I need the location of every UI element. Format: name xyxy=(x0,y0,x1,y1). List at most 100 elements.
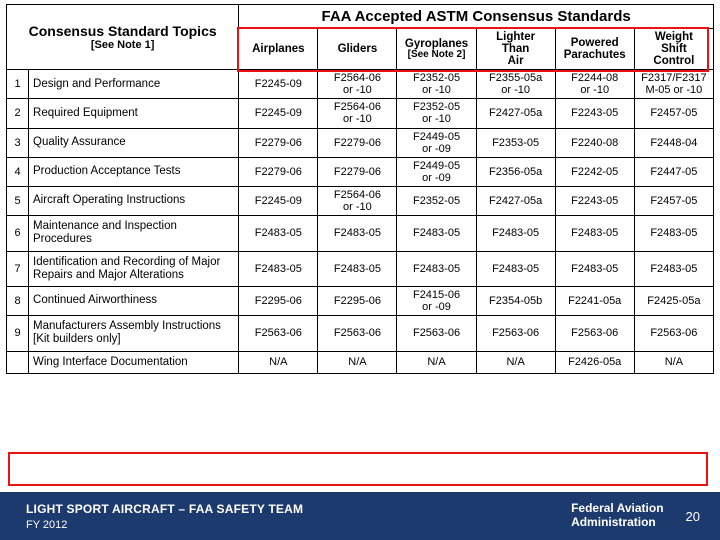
standards-table: Consensus Standard Topics [See Note 1] F… xyxy=(6,4,714,374)
table-row: Wing Interface DocumentationN/AN/AN/AN/A… xyxy=(7,351,714,373)
cell: F2427-05a xyxy=(476,99,555,128)
cell: F2563-06 xyxy=(239,316,318,351)
cell: F2352-05 xyxy=(397,186,476,215)
cell: F2352-05or -10 xyxy=(397,70,476,99)
cell: F2483-05 xyxy=(634,216,713,251)
cell: F2483-05 xyxy=(318,216,397,251)
footer-title: LIGHT SPORT AIRCRAFT – FAA SAFETY TEAM xyxy=(26,502,571,516)
col-hdr-5: WeightShiftControl xyxy=(634,29,713,70)
table-row: 1Design and PerformanceF2245-09F2564-06o… xyxy=(7,70,714,99)
cell: F2563-06 xyxy=(634,316,713,351)
row-topic: Aircraft Operating Instructions xyxy=(29,186,239,215)
cell: F2449-05or -09 xyxy=(397,157,476,186)
col-hdr-2: Gyroplanes[See Note 2] xyxy=(397,29,476,70)
col-hdr-3: LighterThanAir xyxy=(476,29,555,70)
topic-header-note: [See Note 1] xyxy=(9,39,236,52)
cell: F2245-09 xyxy=(239,186,318,215)
table-row: 7Identification and Recording of Major R… xyxy=(7,251,714,286)
table-body: 1Design and PerformanceF2245-09F2564-06o… xyxy=(7,70,714,374)
row-topic: Wing Interface Documentation xyxy=(29,351,239,373)
cell: F2355-05aor -10 xyxy=(476,70,555,99)
cell: F2240-08 xyxy=(555,128,634,157)
cell: F2279-06 xyxy=(318,128,397,157)
cell: F2564-06or -10 xyxy=(318,70,397,99)
cell: F2483-05 xyxy=(239,216,318,251)
cell: F2483-05 xyxy=(555,251,634,286)
cell: F2242-05 xyxy=(555,157,634,186)
cell: F2483-05 xyxy=(397,216,476,251)
table-row: 6Maintenance and Inspection ProceduresF2… xyxy=(7,216,714,251)
row-num xyxy=(7,351,29,373)
row-num: 3 xyxy=(7,128,29,157)
table-row: 9Manufacturers Assembly Instructions [Ki… xyxy=(7,316,714,351)
cell: F2317/F2317M-05 or -10 xyxy=(634,70,713,99)
cell: F2243-05 xyxy=(555,99,634,128)
cell: N/A xyxy=(476,351,555,373)
table-row: 2Required EquipmentF2245-09F2564-06or -1… xyxy=(7,99,714,128)
cell: F2426-05a xyxy=(555,351,634,373)
cell: F2245-09 xyxy=(239,99,318,128)
row-topic: Manufacturers Assembly Instructions [Kit… xyxy=(29,316,239,351)
cell: F2353-05 xyxy=(476,128,555,157)
super-header: FAA Accepted ASTM Consensus Standards xyxy=(239,5,714,29)
topic-header: Consensus Standard Topics [See Note 1] xyxy=(7,5,239,70)
cell: F2295-06 xyxy=(239,287,318,316)
row-num: 8 xyxy=(7,287,29,316)
cell: F2563-06 xyxy=(397,316,476,351)
row-topic: Continued Airworthiness xyxy=(29,287,239,316)
cell: F2425-05a xyxy=(634,287,713,316)
row-num: 1 xyxy=(7,70,29,99)
col-hdr-0: Airplanes xyxy=(239,29,318,70)
cell: N/A xyxy=(634,351,713,373)
row-topic: Production Acceptance Tests xyxy=(29,157,239,186)
row-topic: Design and Performance xyxy=(29,70,239,99)
cell: N/A xyxy=(318,351,397,373)
cell: F2447-05 xyxy=(634,157,713,186)
cell: F2279-06 xyxy=(239,157,318,186)
footer-fy: FY 2012 xyxy=(26,519,571,531)
footer-page: 20 xyxy=(686,509,700,524)
cell: N/A xyxy=(397,351,476,373)
cell: F2564-06or -10 xyxy=(318,99,397,128)
col-hdr-4: PoweredParachutes xyxy=(555,29,634,70)
cell: F2356-05a xyxy=(476,157,555,186)
cell: F2241-05a xyxy=(555,287,634,316)
cell: N/A xyxy=(239,351,318,373)
cell: F2415-06or -09 xyxy=(397,287,476,316)
table-row: 5Aircraft Operating InstructionsF2245-09… xyxy=(7,186,714,215)
cell: F2563-06 xyxy=(476,316,555,351)
footer-agency: Federal AviationAdministration xyxy=(571,502,663,530)
cell: F2457-05 xyxy=(634,186,713,215)
cell: F2483-05 xyxy=(476,216,555,251)
row-topic: Required Equipment xyxy=(29,99,239,128)
cell: F2279-06 xyxy=(318,157,397,186)
cell: F2483-05 xyxy=(555,216,634,251)
table-row: 4Production Acceptance TestsF2279-06F227… xyxy=(7,157,714,186)
row-num: 9 xyxy=(7,316,29,351)
cell: F2243-05 xyxy=(555,186,634,215)
cell: F2483-05 xyxy=(239,251,318,286)
cell: F2354-05b xyxy=(476,287,555,316)
cell: F2427-05a xyxy=(476,186,555,215)
row-topic: Identification and Recording of Major Re… xyxy=(29,251,239,286)
cell: F2448-04 xyxy=(634,128,713,157)
row-num: 6 xyxy=(7,216,29,251)
cell: F2563-06 xyxy=(318,316,397,351)
table-row: 3Quality AssuranceF2279-06F2279-06F2449-… xyxy=(7,128,714,157)
cell: F2457-05 xyxy=(634,99,713,128)
cell: F2295-06 xyxy=(318,287,397,316)
cell: F2563-06 xyxy=(555,316,634,351)
footer-bar: LIGHT SPORT AIRCRAFT – FAA SAFETY TEAM F… xyxy=(0,492,720,540)
cell: F2449-05or -09 xyxy=(397,128,476,157)
row-num: 4 xyxy=(7,157,29,186)
col-hdr-1: Gliders xyxy=(318,29,397,70)
row-topic: Quality Assurance xyxy=(29,128,239,157)
cell: F2352-05or -10 xyxy=(397,99,476,128)
cell: F2279-06 xyxy=(239,128,318,157)
cell: F2483-05 xyxy=(318,251,397,286)
row-topic: Maintenance and Inspection Procedures xyxy=(29,216,239,251)
topic-header-text: Consensus Standard Topics xyxy=(29,23,217,39)
row-num: 7 xyxy=(7,251,29,286)
cell: F2245-09 xyxy=(239,70,318,99)
cell: F2483-05 xyxy=(476,251,555,286)
